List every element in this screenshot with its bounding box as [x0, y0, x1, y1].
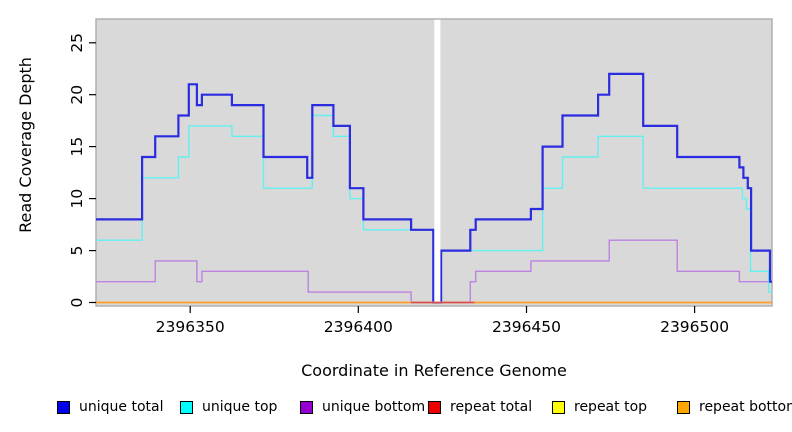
legend-item-unique-total: unique total [57, 399, 163, 415]
y-tick-label: 20 [68, 85, 86, 105]
axis-layer: 2396350 2396400 2396450 2396500 0 5 10 15 20 25 [68, 33, 729, 336]
y-tick-label: 25 [68, 33, 86, 53]
legend-label: unique top [202, 399, 278, 415]
x-tick-label: 2396350 [156, 318, 225, 336]
legend-swatch-icon [428, 400, 441, 414]
legend-item-repeat-top: repeat top [552, 399, 647, 415]
legend-label: repeat top [574, 399, 648, 415]
legend-item-unique-top: unique top [180, 399, 277, 415]
x-tick-label: 2396400 [324, 318, 393, 336]
x-tick-label: 2396450 [492, 318, 561, 336]
x-tick-label: 2396500 [660, 318, 729, 336]
y-tick-label: 15 [68, 137, 86, 157]
legend-label: repeat total [450, 399, 533, 415]
x-axis-title: Coordinate in Reference Genome [301, 361, 567, 380]
legend-swatch-icon [300, 400, 313, 414]
legend-item-repeat-bottom: repeat bottom [677, 399, 792, 415]
legend-label: repeat bottom [699, 399, 792, 415]
y-axis-title: Read Coverage Depth [16, 57, 35, 233]
y-tick-label: 10 [68, 189, 86, 209]
legend-swatch-icon [677, 400, 690, 414]
legend-swatch-icon [552, 400, 565, 414]
legend-label: unique bottom [322, 399, 426, 415]
legend-swatch-icon [180, 400, 193, 414]
y-tick-label: 0 [68, 298, 86, 308]
legend-swatch-icon [57, 400, 70, 414]
legend-item-repeat-total: repeat total [428, 399, 532, 415]
unique-bottom-line [96, 239, 772, 304]
legend-item-unique-bottom: unique bottom [300, 399, 425, 415]
legend-label: unique total [79, 399, 164, 415]
y-tick-label: 5 [68, 246, 86, 256]
masked-region [434, 19, 441, 302]
series-layer [96, 19, 772, 304]
